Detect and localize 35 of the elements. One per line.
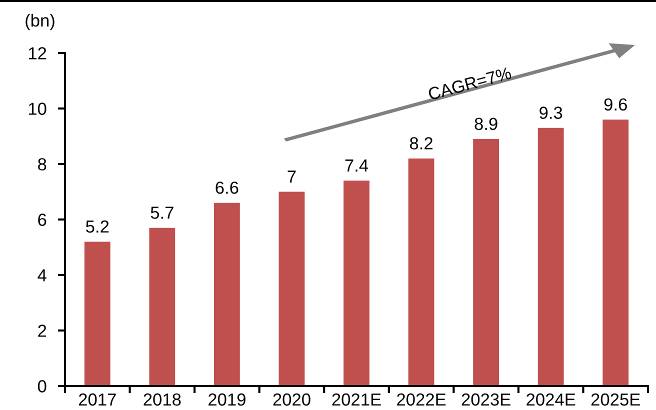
- y-tick-label: 10: [28, 102, 46, 115]
- x-tick-label: 2023E: [462, 393, 510, 406]
- y-axis-title: (bn): [26, 14, 54, 30]
- x-tick-label: 2025E: [591, 393, 640, 406]
- y-tick-label: 0: [38, 380, 46, 392]
- y-tick-label: 12: [28, 47, 46, 60]
- bar: [278, 192, 305, 386]
- bar: [344, 180, 370, 386]
- data-label: 9.3: [540, 106, 562, 119]
- data-label: 8.2: [410, 137, 432, 150]
- y-tick-label: 4: [38, 269, 46, 282]
- x-tick-label: 2024E: [526, 393, 576, 406]
- data-label: 6.6: [216, 182, 238, 194]
- bar: [473, 139, 500, 386]
- y-tick-label: 8: [38, 158, 46, 170]
- data-label: 5.2: [86, 220, 109, 233]
- x-tick-label: 2017: [78, 393, 116, 406]
- bar: [538, 128, 564, 386]
- bar: [149, 228, 176, 386]
- bar: [408, 158, 434, 386]
- data-label: 9.6: [604, 98, 627, 111]
- x-tick-label: 2022E: [397, 393, 446, 406]
- bar: [84, 242, 110, 386]
- data-label: 7.4: [345, 160, 368, 172]
- bar: [602, 120, 629, 386]
- data-label: 7: [288, 170, 296, 183]
- x-tick-label: 2021E: [332, 393, 381, 406]
- x-tick-label: 2020: [273, 393, 310, 406]
- y-tick-label: 2: [38, 324, 46, 337]
- bar: [214, 202, 240, 386]
- x-tick-label: 2019: [208, 393, 246, 406]
- data-label: 8.9: [474, 118, 498, 130]
- data-label: 5.7: [150, 206, 174, 219]
- y-tick-label: 6: [38, 214, 46, 226]
- x-tick-label: 2018: [144, 393, 181, 406]
